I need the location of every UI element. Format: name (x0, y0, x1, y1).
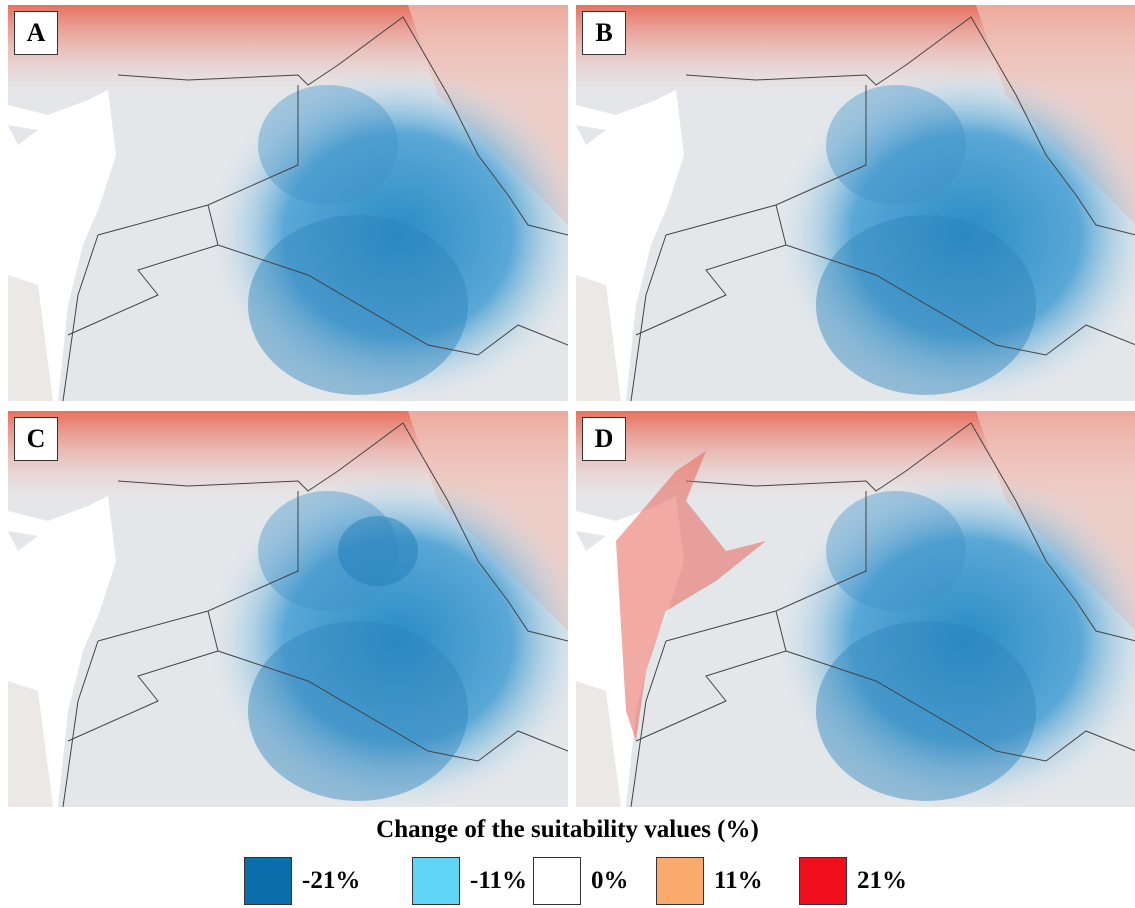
legend-swatch (656, 857, 704, 905)
map (8, 5, 568, 401)
legend-item: 21% (799, 856, 907, 906)
legend-label: 0% (591, 867, 629, 895)
page: A B C D Change of the suitability values… (0, 0, 1135, 908)
map-panel: B (576, 5, 1135, 401)
legend-swatch (799, 857, 847, 905)
legend-title: Change of the suitability values (%) (0, 816, 1135, 844)
legend-swatch (412, 857, 460, 905)
map-panel: A (8, 5, 568, 401)
map-panel: D (576, 411, 1135, 807)
legend-label: 21% (857, 867, 907, 895)
legend-label: -11% (470, 867, 527, 895)
panel-label: D (582, 417, 626, 461)
legend-item: 0% (533, 856, 629, 906)
legend-swatch (533, 857, 581, 905)
panel-label: B (582, 11, 626, 55)
map (8, 411, 568, 807)
map-panel: C (8, 411, 568, 807)
panel-label: C (14, 417, 58, 461)
map (576, 411, 1135, 807)
panel-label: A (14, 11, 58, 55)
legend-item: -11% (412, 856, 527, 906)
map (576, 5, 1135, 401)
legend-swatch (244, 857, 292, 905)
legend-label: -21% (302, 867, 360, 895)
legend-item: -21% (244, 856, 360, 906)
legend-item: 11% (656, 856, 763, 906)
legend-label: 11% (714, 867, 763, 895)
